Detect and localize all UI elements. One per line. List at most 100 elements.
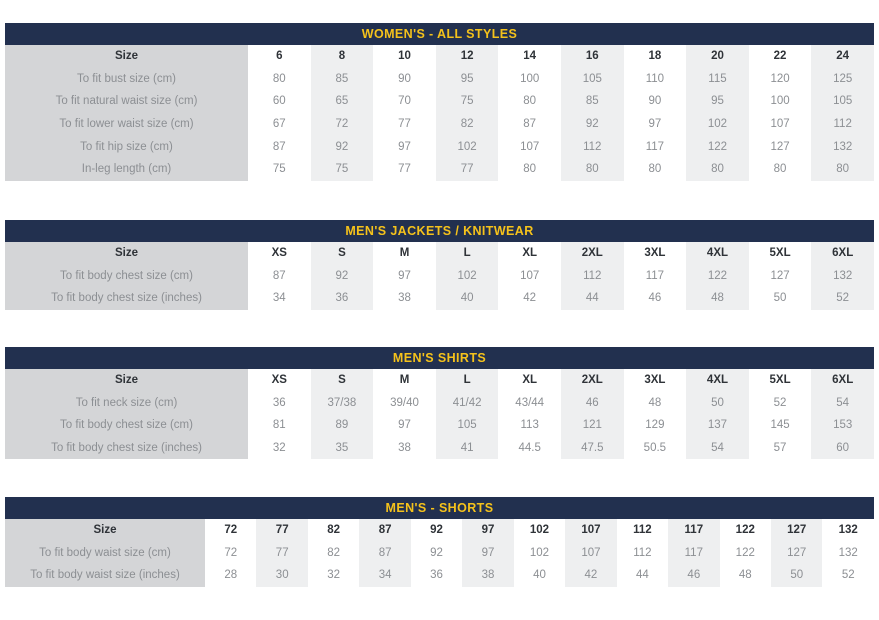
measurement-cell: 81: [248, 414, 311, 437]
measurement-cell: 39/40: [373, 391, 436, 415]
measurement-cell: 85: [310, 67, 374, 91]
measurement-cell: 44: [560, 287, 624, 310]
measurement-cell: 102: [513, 541, 566, 565]
size-label-header: Size: [5, 45, 249, 68]
measurement-cell: 129: [623, 414, 687, 437]
measurement-cell: 43/44: [498, 391, 561, 415]
measurement-cell: 48: [686, 287, 749, 310]
measurement-cell: 40: [435, 287, 499, 310]
column-header-12: 12: [435, 45, 499, 68]
measurement-cell: 102: [435, 264, 499, 288]
measurement-cell: 41: [435, 436, 499, 460]
measurement-cell: 92: [410, 541, 463, 565]
measurement-cell: 47.5: [560, 436, 624, 460]
measurement-cell: 105: [560, 67, 624, 91]
row-label: To fit body chest size (inches): [5, 436, 249, 460]
row-label: To fit lower waist size (cm): [5, 112, 249, 136]
measurement-cell: 102: [686, 112, 749, 136]
column-header-82: 82: [307, 519, 360, 542]
measurement-cell: 122: [686, 135, 749, 158]
measurement-cell: 97: [373, 414, 436, 437]
measurement-cell: 77: [373, 157, 436, 181]
column-header-5XL: 5XL: [748, 242, 812, 265]
size-label-header: Size: [5, 519, 206, 542]
measurement-cell: 120: [748, 67, 812, 91]
table-row: To fit hip size (cm) 87 92 97 102 107 112 117 12…: [5, 135, 874, 158]
row-label: To fit body chest size (inches): [5, 287, 249, 310]
column-header-5XL: 5XL: [748, 369, 812, 392]
measurement-cell: 90: [623, 90, 687, 113]
measurement-cell: 145: [748, 414, 812, 437]
size-table-mens-shirts: Size XS S M L XL 2XL 3XL 4XL 5XL 6XL To fit neck si…: [5, 369, 874, 460]
measurement-cell: 77: [435, 157, 499, 181]
column-header-22: 22: [748, 45, 812, 68]
table-row: To fit body chest size (inches) 32 35 38 41 4…: [5, 436, 874, 460]
column-header-127: 127: [771, 519, 823, 542]
measurement-cell: 72: [310, 112, 374, 136]
measurement-cell: 46: [560, 391, 624, 415]
measurement-cell: 46: [623, 287, 687, 310]
column-header-112: 112: [616, 519, 669, 542]
size-table-block-mens-shorts: MEN'S - SHORTS Size 72 77 82 87 92 97 102 107 112 1…: [5, 497, 874, 587]
measurement-cell: 52: [748, 391, 812, 415]
row-label: To fit neck size (cm): [5, 391, 249, 415]
measurement-cell: 85: [560, 90, 624, 113]
measurement-cell: 112: [560, 264, 624, 288]
row-label: To fit body chest size (cm): [5, 264, 249, 288]
measurement-cell: 75: [310, 157, 374, 181]
column-header-24: 24: [811, 45, 874, 68]
measurement-cell: 132: [811, 264, 874, 288]
measurement-cell: 82: [307, 541, 360, 565]
measurement-cell: 92: [310, 135, 374, 158]
measurement-cell: 102: [435, 135, 499, 158]
measurement-cell: 127: [771, 541, 823, 565]
table-title-womens-all-styles: WOMEN'S - ALL STYLES: [5, 23, 874, 45]
measurement-cell: 60: [811, 436, 874, 460]
column-header-S: S: [310, 242, 374, 265]
column-header-4XL: 4XL: [686, 242, 749, 265]
measurement-cell: 30: [256, 564, 308, 587]
row-label: To fit body waist size (cm): [5, 541, 206, 565]
column-header-6XL: 6XL: [811, 369, 874, 392]
column-header-72: 72: [205, 519, 257, 542]
measurement-cell: 107: [498, 264, 561, 288]
column-header-6: 6: [248, 45, 311, 68]
measurement-cell: 112: [560, 135, 624, 158]
table-row: To fit body waist size (inches) 28 30 32 34 3…: [5, 564, 874, 587]
table-head-row: Size 72 77 82 87 92 97 102 107 112 117 122 127 132: [5, 519, 874, 542]
measurement-cell: 65: [310, 90, 374, 113]
measurement-cell: 117: [623, 264, 687, 288]
measurement-cell: 113: [498, 414, 561, 437]
measurement-cell: 48: [719, 564, 771, 587]
column-header-132: 132: [822, 519, 874, 542]
measurement-cell: 95: [686, 90, 749, 113]
measurement-cell: 42: [498, 287, 561, 310]
measurement-cell: 105: [435, 414, 499, 437]
column-header-18: 18: [623, 45, 687, 68]
column-header-XS: XS: [248, 369, 311, 392]
measurement-cell: 52: [822, 564, 874, 587]
measurement-cell: 105: [811, 90, 874, 113]
measurement-cell: 92: [310, 264, 374, 288]
column-header-92: 92: [410, 519, 463, 542]
measurement-cell: 50: [686, 391, 749, 415]
measurement-cell: 127: [748, 264, 812, 288]
column-header-20: 20: [686, 45, 749, 68]
measurement-cell: 97: [373, 264, 436, 288]
measurement-cell: 100: [498, 67, 561, 91]
measurement-cell: 44.5: [498, 436, 561, 460]
column-header-10: 10: [373, 45, 436, 68]
measurement-cell: 107: [498, 135, 561, 158]
column-header-3XL: 3XL: [623, 369, 687, 392]
row-label: To fit hip size (cm): [5, 135, 249, 158]
size-label-header: Size: [5, 369, 249, 392]
column-header-77: 77: [256, 519, 308, 542]
measurement-cell: 122: [719, 541, 771, 565]
table-row: To fit natural waist size (cm) 60 65 70 75 80…: [5, 90, 874, 113]
measurement-cell: 36: [310, 287, 374, 310]
column-header-97: 97: [462, 519, 514, 542]
measurement-cell: 80: [811, 157, 874, 181]
measurement-cell: 80: [248, 67, 311, 91]
table-head-row: Size 6 8 10 12 14 16 18 20 22 24: [5, 45, 874, 68]
